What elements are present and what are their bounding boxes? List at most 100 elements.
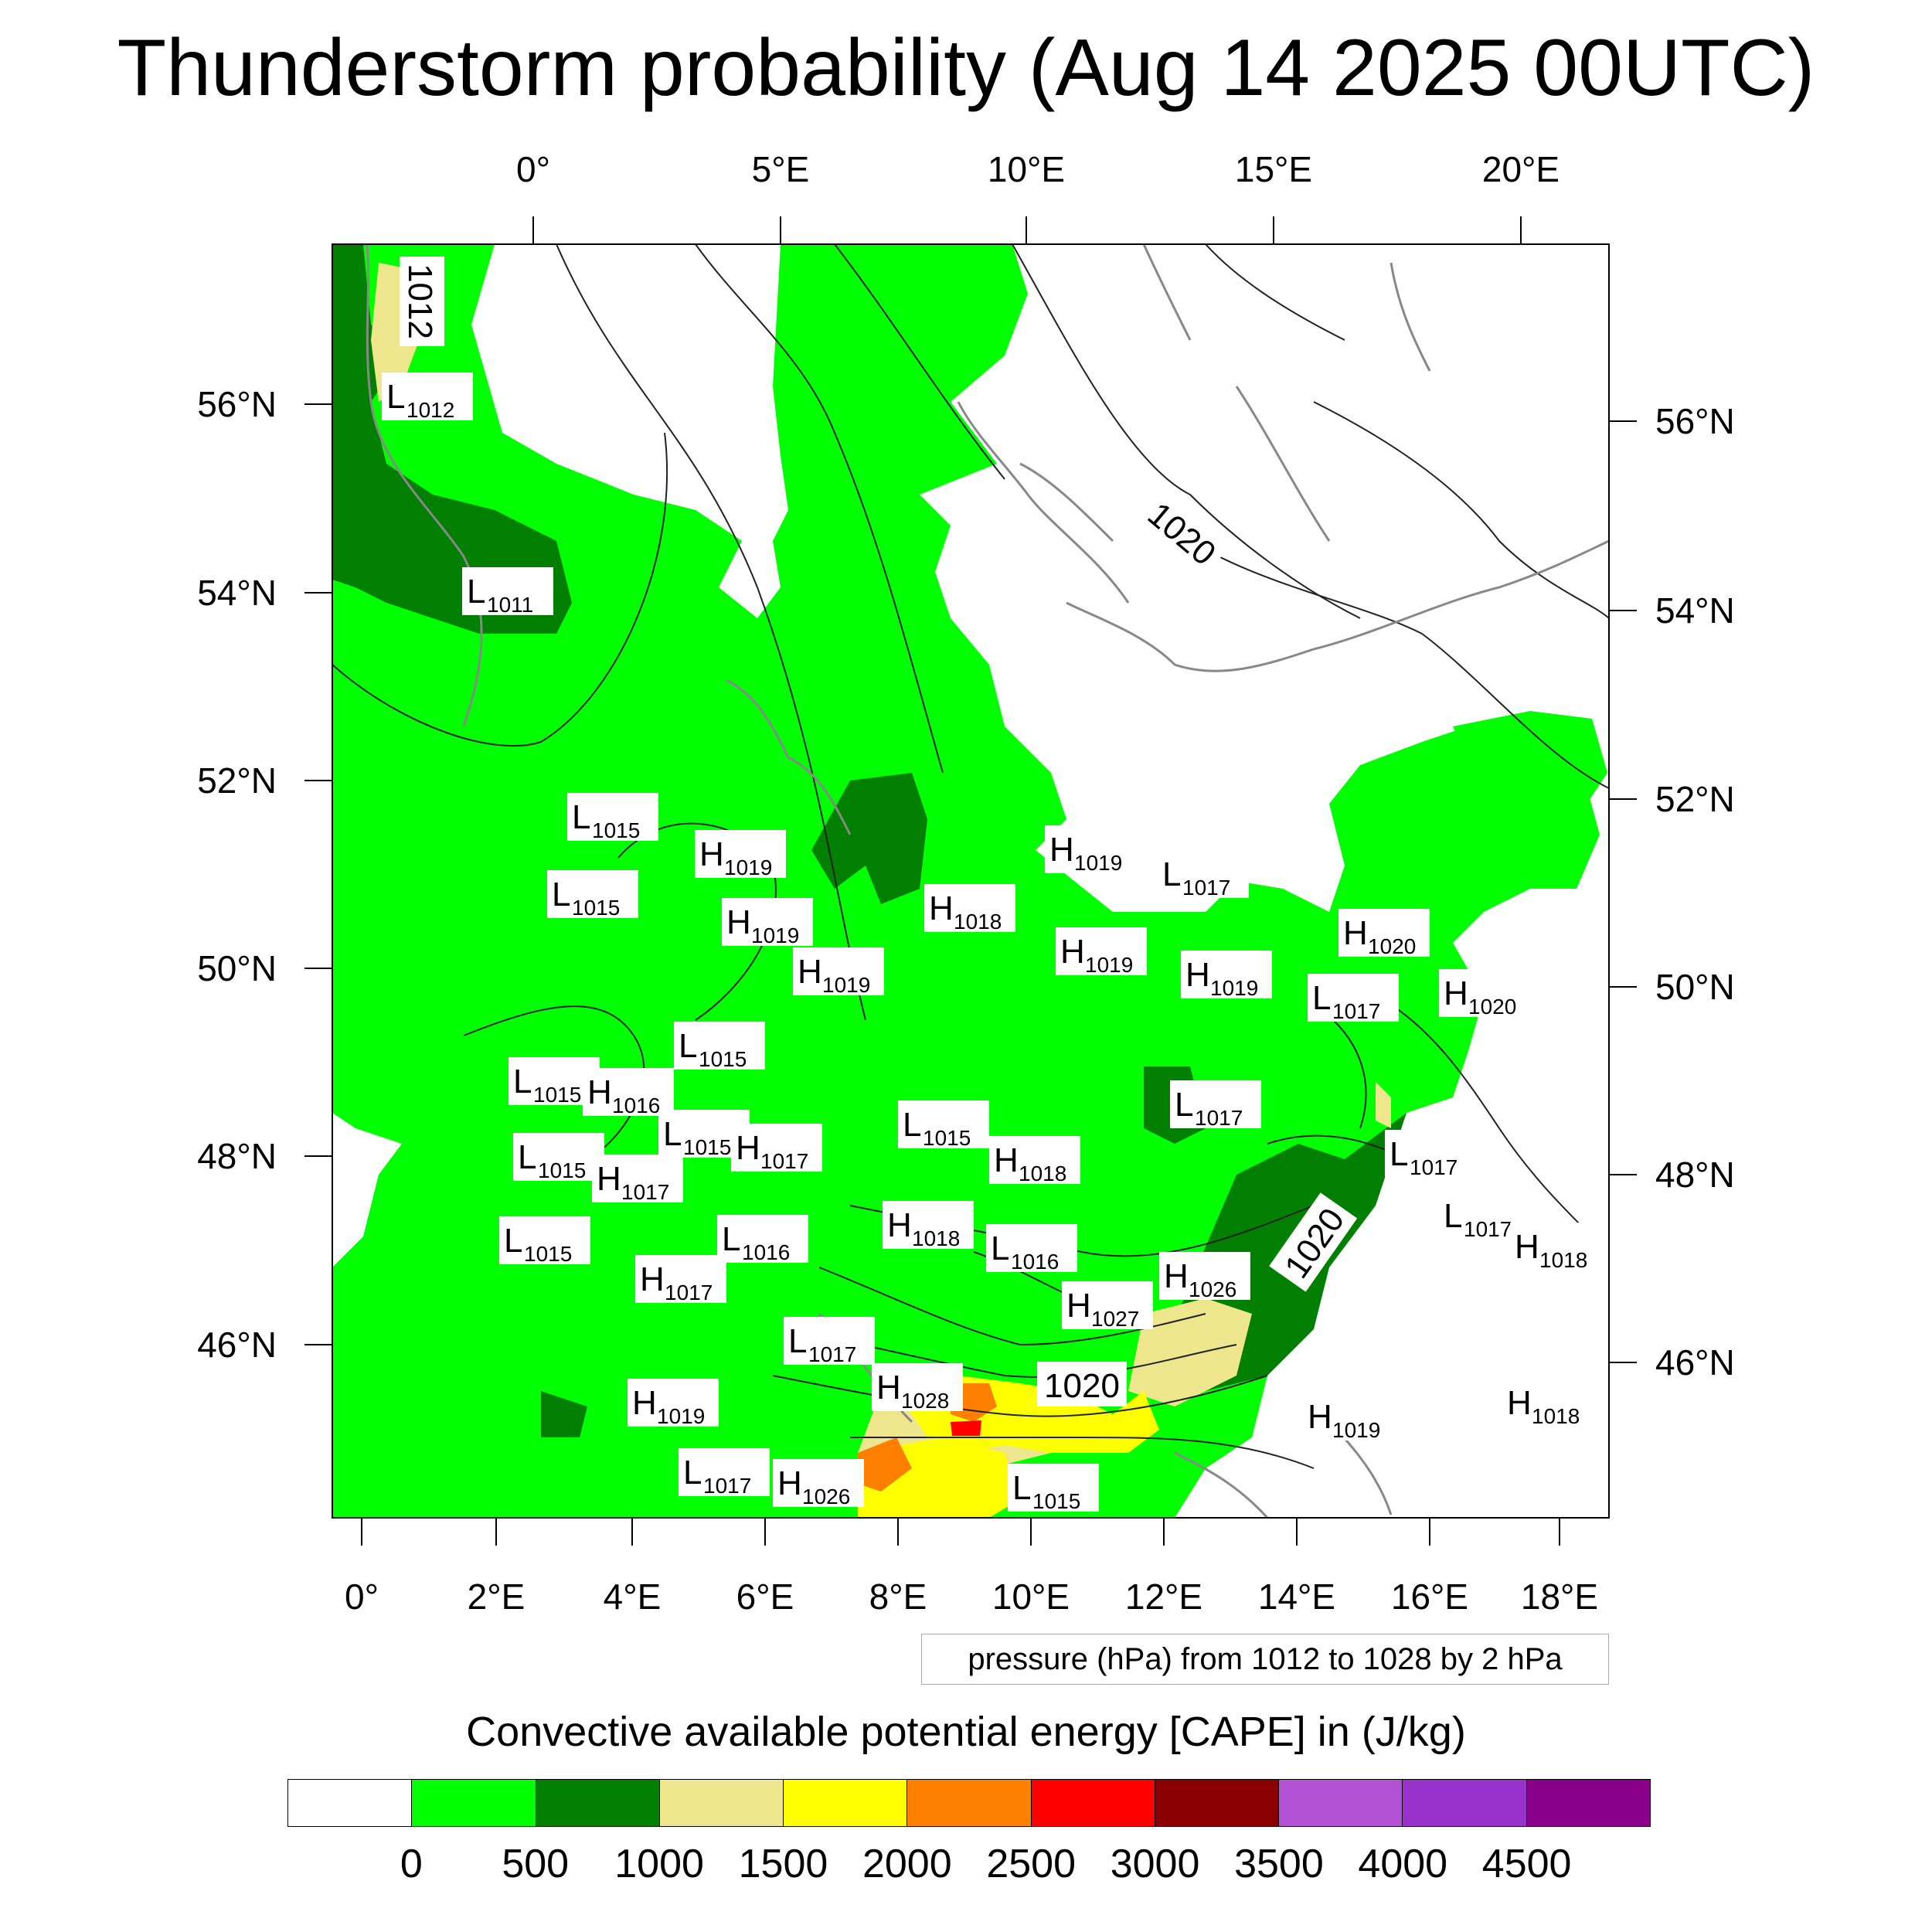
svg-text:H: H: [587, 1073, 612, 1111]
colorbar-tick-label: 1000: [614, 1842, 704, 1886]
right-axis-label: 54°N: [1655, 590, 1735, 631]
colorbar-swatch: [1279, 1780, 1403, 1826]
top-axis-label: 0°: [516, 149, 550, 189]
low-pressure-label: L 1015: [658, 1110, 750, 1159]
svg-text:H: H: [1164, 1257, 1189, 1295]
isobars: [332, 244, 1609, 1469]
low-pressure-label: L 1015: [674, 1022, 765, 1071]
svg-text:1017: 1017: [703, 1474, 751, 1498]
colorbar-swatch: [536, 1780, 660, 1826]
high-pressure-label: H 1019: [1056, 927, 1147, 977]
svg-text:1015: 1015: [699, 1047, 747, 1071]
high-pressure-label: H 1028: [872, 1363, 963, 1413]
isobar-label: 1012: [400, 257, 444, 346]
colorbar-tick-label: 0: [400, 1842, 423, 1886]
colorbar-tick-label: 500: [502, 1842, 570, 1886]
high-pressure-label: H 1018: [924, 884, 1015, 934]
high-pressure-label: H 1020: [1439, 969, 1530, 1019]
colorbar-tick-label: 4500: [1481, 1842, 1572, 1886]
svg-text:1016: 1016: [742, 1240, 790, 1264]
svg-text:1012: 1012: [401, 264, 439, 339]
svg-text:1015: 1015: [683, 1135, 731, 1159]
bottom-axis-label: 8°E: [869, 1577, 927, 1617]
right-axis-label: 52°N: [1655, 779, 1735, 819]
svg-text:1015: 1015: [524, 1242, 572, 1266]
colorbar-swatch: [1155, 1780, 1280, 1826]
high-pressure-label: H 1019: [722, 898, 813, 947]
high-pressure-label: H 1016: [583, 1068, 674, 1117]
low-pressure-label: L 1017: [1170, 1080, 1261, 1130]
svg-text:H: H: [1343, 914, 1368, 952]
svg-text:1011: 1011: [487, 593, 533, 617]
axis-labels: 0° 5°E 10°E 15°E 20°E 0° 2°E 4°E 6°E 8°E 10°E 12°E 1…: [197, 149, 1735, 1617]
bottom-axis-label: 16°E: [1391, 1577, 1468, 1617]
colorbar-swatch: [1403, 1780, 1527, 1826]
svg-text:H: H: [726, 903, 751, 941]
svg-text:L: L: [722, 1220, 740, 1258]
high-pressure-label: H 1019: [628, 1379, 719, 1428]
bottom-axis-label: 2°E: [468, 1577, 526, 1617]
colorbar: [287, 1779, 1651, 1827]
low-pressure-label: L 1015: [1008, 1464, 1099, 1513]
low-pressure-label: L 1015: [513, 1133, 604, 1182]
colorbar-swatch: [907, 1780, 1032, 1826]
left-axis-label: 54°N: [197, 573, 277, 613]
colorbar-tick-label: 1500: [738, 1842, 828, 1886]
low-pressure-label: L 1015: [567, 793, 658, 842]
svg-text:L: L: [1444, 1197, 1462, 1235]
svg-text:1020: 1020: [1468, 995, 1516, 1019]
map-field: [332, 244, 1609, 1518]
svg-text:H: H: [1444, 975, 1468, 1012]
svg-text:1018: 1018: [1539, 1248, 1587, 1272]
svg-text:1028: 1028: [901, 1389, 949, 1413]
colorbar-tick-label: 3500: [1234, 1842, 1324, 1886]
isobar-label: 1020: [1134, 486, 1232, 579]
svg-text:1026: 1026: [802, 1485, 850, 1509]
colorbar-swatch: [288, 1780, 413, 1826]
bottom-axis-label: 6°E: [736, 1577, 794, 1617]
left-axis-label: 46°N: [197, 1325, 277, 1365]
svg-text:L: L: [572, 798, 590, 836]
svg-text:1016: 1016: [612, 1094, 660, 1117]
svg-text:1015: 1015: [572, 896, 620, 920]
bottom-axis-label: 0°: [345, 1577, 379, 1617]
colorbar-swatch: [784, 1780, 908, 1826]
svg-text:L: L: [518, 1138, 536, 1176]
bottom-axis-label: 12°E: [1125, 1577, 1202, 1617]
high-pressure-label: H 1019: [1045, 825, 1136, 875]
svg-text:1019: 1019: [1085, 953, 1133, 977]
svg-text:H: H: [994, 1141, 1019, 1179]
top-axis-label: 10°E: [988, 149, 1065, 189]
svg-text:L: L: [683, 1454, 702, 1492]
left-axis-label: 52°N: [197, 760, 277, 801]
high-pressure-label: H 1020: [1338, 909, 1430, 958]
svg-text:1012: 1012: [406, 398, 454, 422]
svg-text:L: L: [1162, 855, 1181, 893]
svg-text:L: L: [1312, 979, 1331, 1017]
svg-text:H: H: [1185, 956, 1210, 994]
pressure-legend-note: pressure (hPa) from 1012 to 1028 by 2 hP…: [921, 1634, 1609, 1685]
svg-text:H: H: [1066, 1287, 1091, 1325]
low-pressure-label: L 1016: [717, 1215, 808, 1264]
high-pressure-label: H 1017: [592, 1155, 683, 1204]
colorbar-swatch: [1031, 1780, 1155, 1826]
map-frame: [332, 243, 1610, 1519]
svg-text:L: L: [679, 1027, 697, 1065]
top-axis-label: 15°E: [1235, 149, 1312, 189]
svg-text:L: L: [663, 1115, 682, 1153]
colorbar-swatch: [659, 1780, 784, 1826]
left-axis-label: 48°N: [197, 1136, 277, 1176]
isobar-label: 1020: [1037, 1362, 1127, 1406]
right-axis-label: 56°N: [1655, 401, 1735, 441]
left-axis-label: 50°N: [197, 948, 277, 988]
svg-text:1018: 1018: [1019, 1162, 1066, 1185]
svg-text:L: L: [552, 876, 570, 913]
svg-text:1019: 1019: [1332, 1418, 1380, 1442]
high-pressure-label: H 1018: [883, 1201, 974, 1250]
colorbar-swatch: [412, 1780, 536, 1826]
svg-text:1017: 1017: [665, 1281, 713, 1304]
svg-text:L: L: [1012, 1469, 1031, 1507]
svg-text:1017: 1017: [1410, 1155, 1458, 1179]
